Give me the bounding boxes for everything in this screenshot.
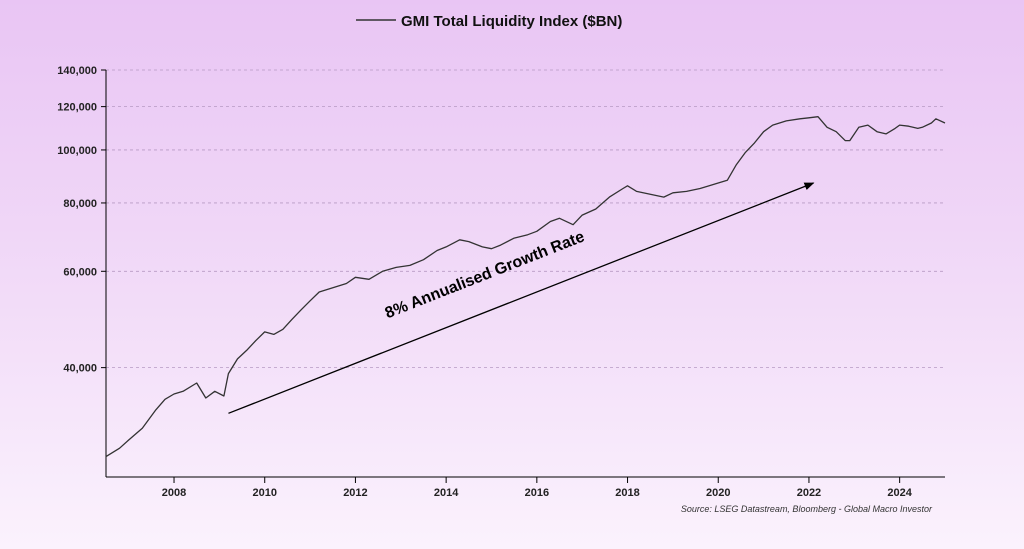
source-note: Source: LSEG Datastream, Bloomberg - Glo…	[681, 504, 933, 514]
y-tick-label-4: 120,000	[57, 102, 97, 114]
x-tick-label-5: 2018	[615, 487, 639, 499]
y-tick-label-3: 100,000	[57, 145, 97, 157]
annotation-arrow	[228, 182, 815, 414]
x-tick-label-7: 2022	[797, 487, 821, 499]
y-tick-label-0: 40,000	[63, 363, 97, 375]
legend-label: GMI Total Liquidity Index ($BN)	[401, 13, 622, 30]
x-tick-label-6: 2020	[706, 487, 730, 499]
annotation-text: 8% Annualised Growth Rate	[383, 228, 587, 322]
x-tick-label-4: 2016	[525, 487, 549, 499]
y-axis-ticks: 40,000 60,000 80,000 100,000 120,000 140,000	[57, 65, 106, 375]
series-layer	[105, 116, 946, 458]
x-tick-label-2: 2012	[343, 487, 367, 499]
x-tick-label-1: 2010	[252, 487, 276, 499]
y-tick-label-2: 80,000	[63, 198, 97, 210]
series-line-0	[105, 116, 946, 458]
x-axis-ticks: 2008 2010 2012 2014 2016 2018 2020 2022 2024	[162, 477, 913, 499]
y-tick-label-5: 140,000	[57, 65, 97, 77]
grid-lines	[106, 69, 945, 369]
x-tick-label-0: 2008	[162, 487, 186, 499]
x-tick-label-8: 2024	[887, 487, 912, 499]
legend: GMI Total Liquidity Index ($BN)	[356, 13, 622, 30]
x-tick-label-3: 2014	[434, 487, 459, 499]
y-tick-label-1: 60,000	[63, 266, 97, 278]
